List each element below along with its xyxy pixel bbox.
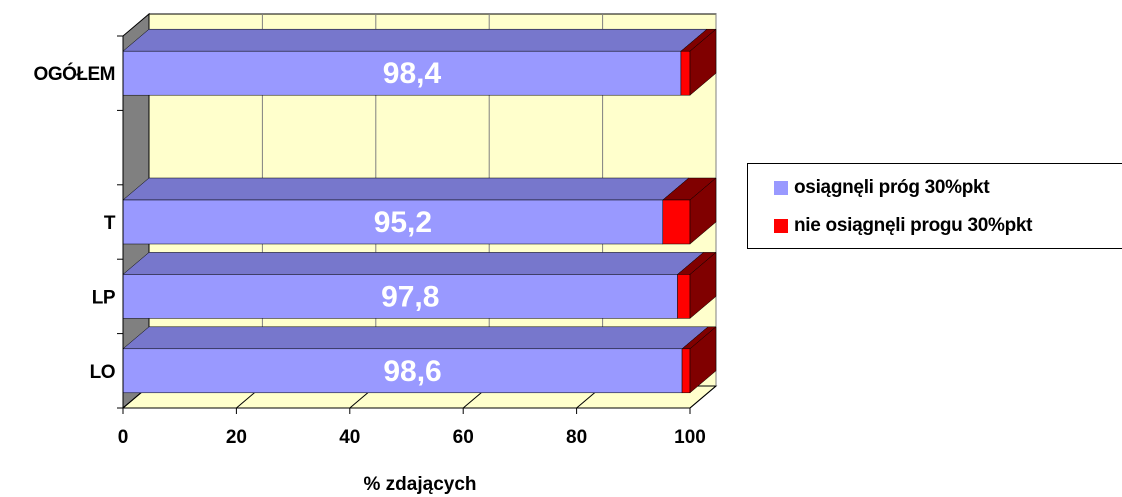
bar-segment — [681, 348, 691, 394]
bar-segment — [677, 274, 691, 319]
legend-swatch-not-reached — [774, 219, 788, 233]
legend-label-reached: osiągnęli próg 30%pkt — [794, 177, 990, 198]
bar-segment — [122, 50, 682, 96]
x-tick-label: 100 — [674, 427, 706, 448]
x-axis-label: % zdających — [364, 474, 477, 495]
bar-top — [122, 252, 705, 275]
axis-ticks: 0 20 40 60 80 100 OGÓŁEM T LP LO — [34, 35, 706, 448]
bar-segment — [122, 274, 678, 319]
legend: osiągnęli próg 30%pkt nie osiągnęli prog… — [747, 163, 1122, 249]
bar-side — [689, 177, 717, 245]
bar-top — [122, 28, 708, 52]
bar-top — [122, 177, 690, 201]
floor-gridline — [689, 385, 717, 409]
bar-side — [689, 251, 717, 319]
data-label: 97,8 — [381, 280, 439, 313]
bar-top — [122, 326, 709, 350]
bar-segment — [122, 348, 683, 394]
y-tick-label: OGÓŁEM — [34, 63, 115, 85]
x-tick-label: 20 — [226, 427, 247, 448]
data-label: 95,2 — [374, 206, 432, 239]
x-tick-label: 60 — [453, 427, 474, 448]
legend-swatch-reached — [774, 181, 788, 195]
x-tick-label: 0 — [118, 427, 129, 448]
data-label: 98,4 — [383, 57, 442, 90]
legend-label-not-reached: nie osiągnęli progu 30%pkt — [794, 215, 1033, 236]
x-tick-label: 80 — [566, 427, 587, 448]
bars: 98,4 95,2 97,8 98,6 — [122, 28, 717, 394]
y-tick-label: LP — [92, 287, 116, 308]
bar-segment — [662, 199, 691, 245]
bar-side — [689, 326, 717, 394]
x-tick-label: 40 — [339, 427, 360, 448]
bar-side — [689, 28, 717, 96]
legend-item-not-reached: nie osiągnęli progu 30%pkt — [774, 215, 1033, 236]
data-label: 98,6 — [383, 355, 441, 388]
bar-segment — [122, 199, 664, 245]
legend-item-reached: osiągnęli próg 30%pkt — [774, 177, 990, 198]
y-tick-label: LO — [90, 362, 115, 383]
y-tick-label: T — [104, 213, 116, 234]
bar-segment — [680, 50, 691, 96]
